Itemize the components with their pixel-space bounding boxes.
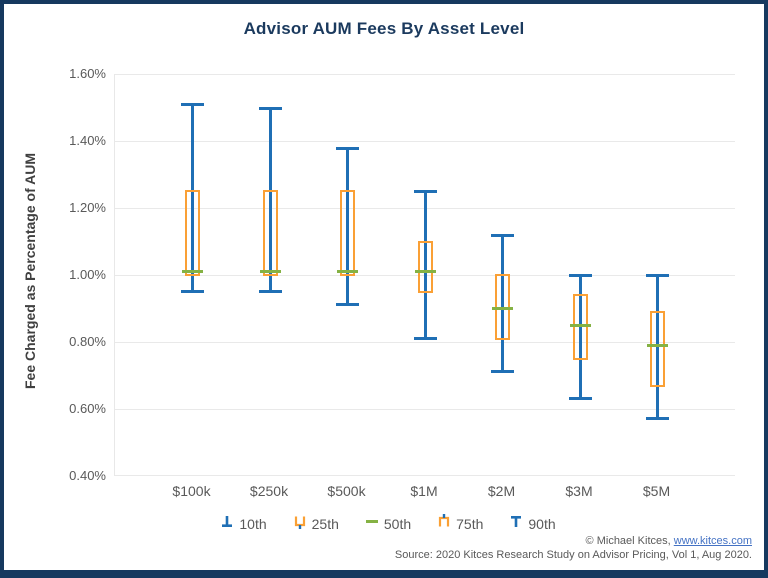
plot-area [114,74,735,476]
source-line: Source: 2020 Kitces Research Study on Ad… [394,549,752,561]
median-line-$500k [337,270,358,274]
whisker-cap-10th-$1M [413,336,437,340]
median-line-icon [365,514,379,534]
x-axis-labels: $100k $250k $500k $1M $2M $3M $5M [114,483,734,503]
legend-item-50th[interactable]: 50th [365,514,411,534]
whisker-stem-$1M [423,191,427,339]
iqr-box-$3M [572,294,588,360]
x-axis-label-250k: $250k [249,483,289,499]
median-line-$100k [182,270,203,274]
whisker-cap-10th-$2M [491,370,514,374]
x-axis-label-5M: $5M [642,483,671,499]
legend: 10th 25th 50th 75th 90th [4,514,768,534]
kitces-link[interactable]: www.kitces.com [673,535,752,547]
legend-item-25th[interactable]: 25th [293,514,339,534]
legend-label: 90th [528,516,556,532]
whisker-cap-90th-$500k [336,146,359,150]
gridline [115,342,735,343]
gridline [115,475,735,476]
whisker-cap-10th-$100k [181,289,204,293]
y-tick-label: 0.40% [69,468,106,483]
x-axis-label-500k: $500k [327,483,366,499]
whisker-cap-10th-$500k [336,303,359,307]
box-top-icon [437,514,451,534]
legend-item-90th[interactable]: 90th [509,514,556,534]
y-tick-label: 0.80% [69,334,106,349]
whisker-cap-90th-$250k [258,106,282,110]
gridline [115,74,735,75]
iqr-box-$100k [185,190,200,276]
legend-item-75th[interactable]: 75th [437,514,483,534]
whisker-stem-$5M [656,275,659,420]
y-tick-label: 1.60% [69,66,106,81]
x-axis-label-2M: $2M [487,483,516,499]
iqr-box-$250k [262,190,278,276]
copyright-line: © Michael Kitces, www.kitces.com [395,534,752,548]
whisker-stem-$2M [501,234,504,373]
copyright-text: © Michael Kitces, [585,535,674,547]
whisker-bottom-icon [220,514,234,534]
median-line-$3M [569,323,591,327]
whisker-cap-10th-$250k [258,289,282,293]
whisker-cap-90th-$3M [568,274,592,277]
iqr-box-$1M [417,240,433,293]
whisker-cap-90th-$2M [491,233,514,237]
y-tick-label: 1.40% [69,133,106,148]
gridline [115,409,735,410]
median-line-$250k [259,270,281,274]
legend-label: 50th [383,516,412,532]
footer: © Michael Kitces, www.kitces.com Source:… [395,534,752,562]
legend-label: 75th [456,516,484,532]
whisker-cap-90th-$100k [181,103,204,107]
y-tick-label: 1.00% [69,267,106,282]
median-line-$5M [647,343,668,347]
whisker-stem-$250k [268,107,272,292]
median-line-$1M [414,270,436,274]
y-tick-label: 0.60% [69,401,106,416]
iqr-box-$2M [495,274,510,340]
gridline [115,141,735,142]
y-axis-tick-labels: 1.60% 1.40% 1.20% 1.00% 0.80% 0.60% 0.40% [34,66,106,483]
median-line-$2M [492,307,513,310]
whisker-stem-$3M [578,275,582,399]
x-axis-label-3M: $3M [565,483,593,499]
whisker-cap-90th-$5M [646,274,669,277]
whisker-stem-$100k [191,104,194,292]
legend-label: 10th [239,516,267,532]
whisker-cap-10th-$3M [568,396,592,400]
legend-label: 25th [311,516,339,532]
y-tick-label: 1.20% [69,200,106,215]
whisker-cap-90th-$1M [413,190,437,194]
iqr-box-$5M [650,310,665,387]
x-axis-label-1M: $1M [410,483,438,499]
iqr-box-$500k [340,190,355,276]
legend-item-10th[interactable]: 10th [220,514,267,534]
box-bottom-icon [293,514,307,534]
x-axis-label-100k: $100k [172,483,211,499]
whisker-stem-$500k [346,147,349,306]
whisker-top-icon [509,514,523,534]
chart-title: Advisor AUM Fees By Asset Level [243,19,525,38]
whisker-cap-10th-$5M [646,417,669,421]
